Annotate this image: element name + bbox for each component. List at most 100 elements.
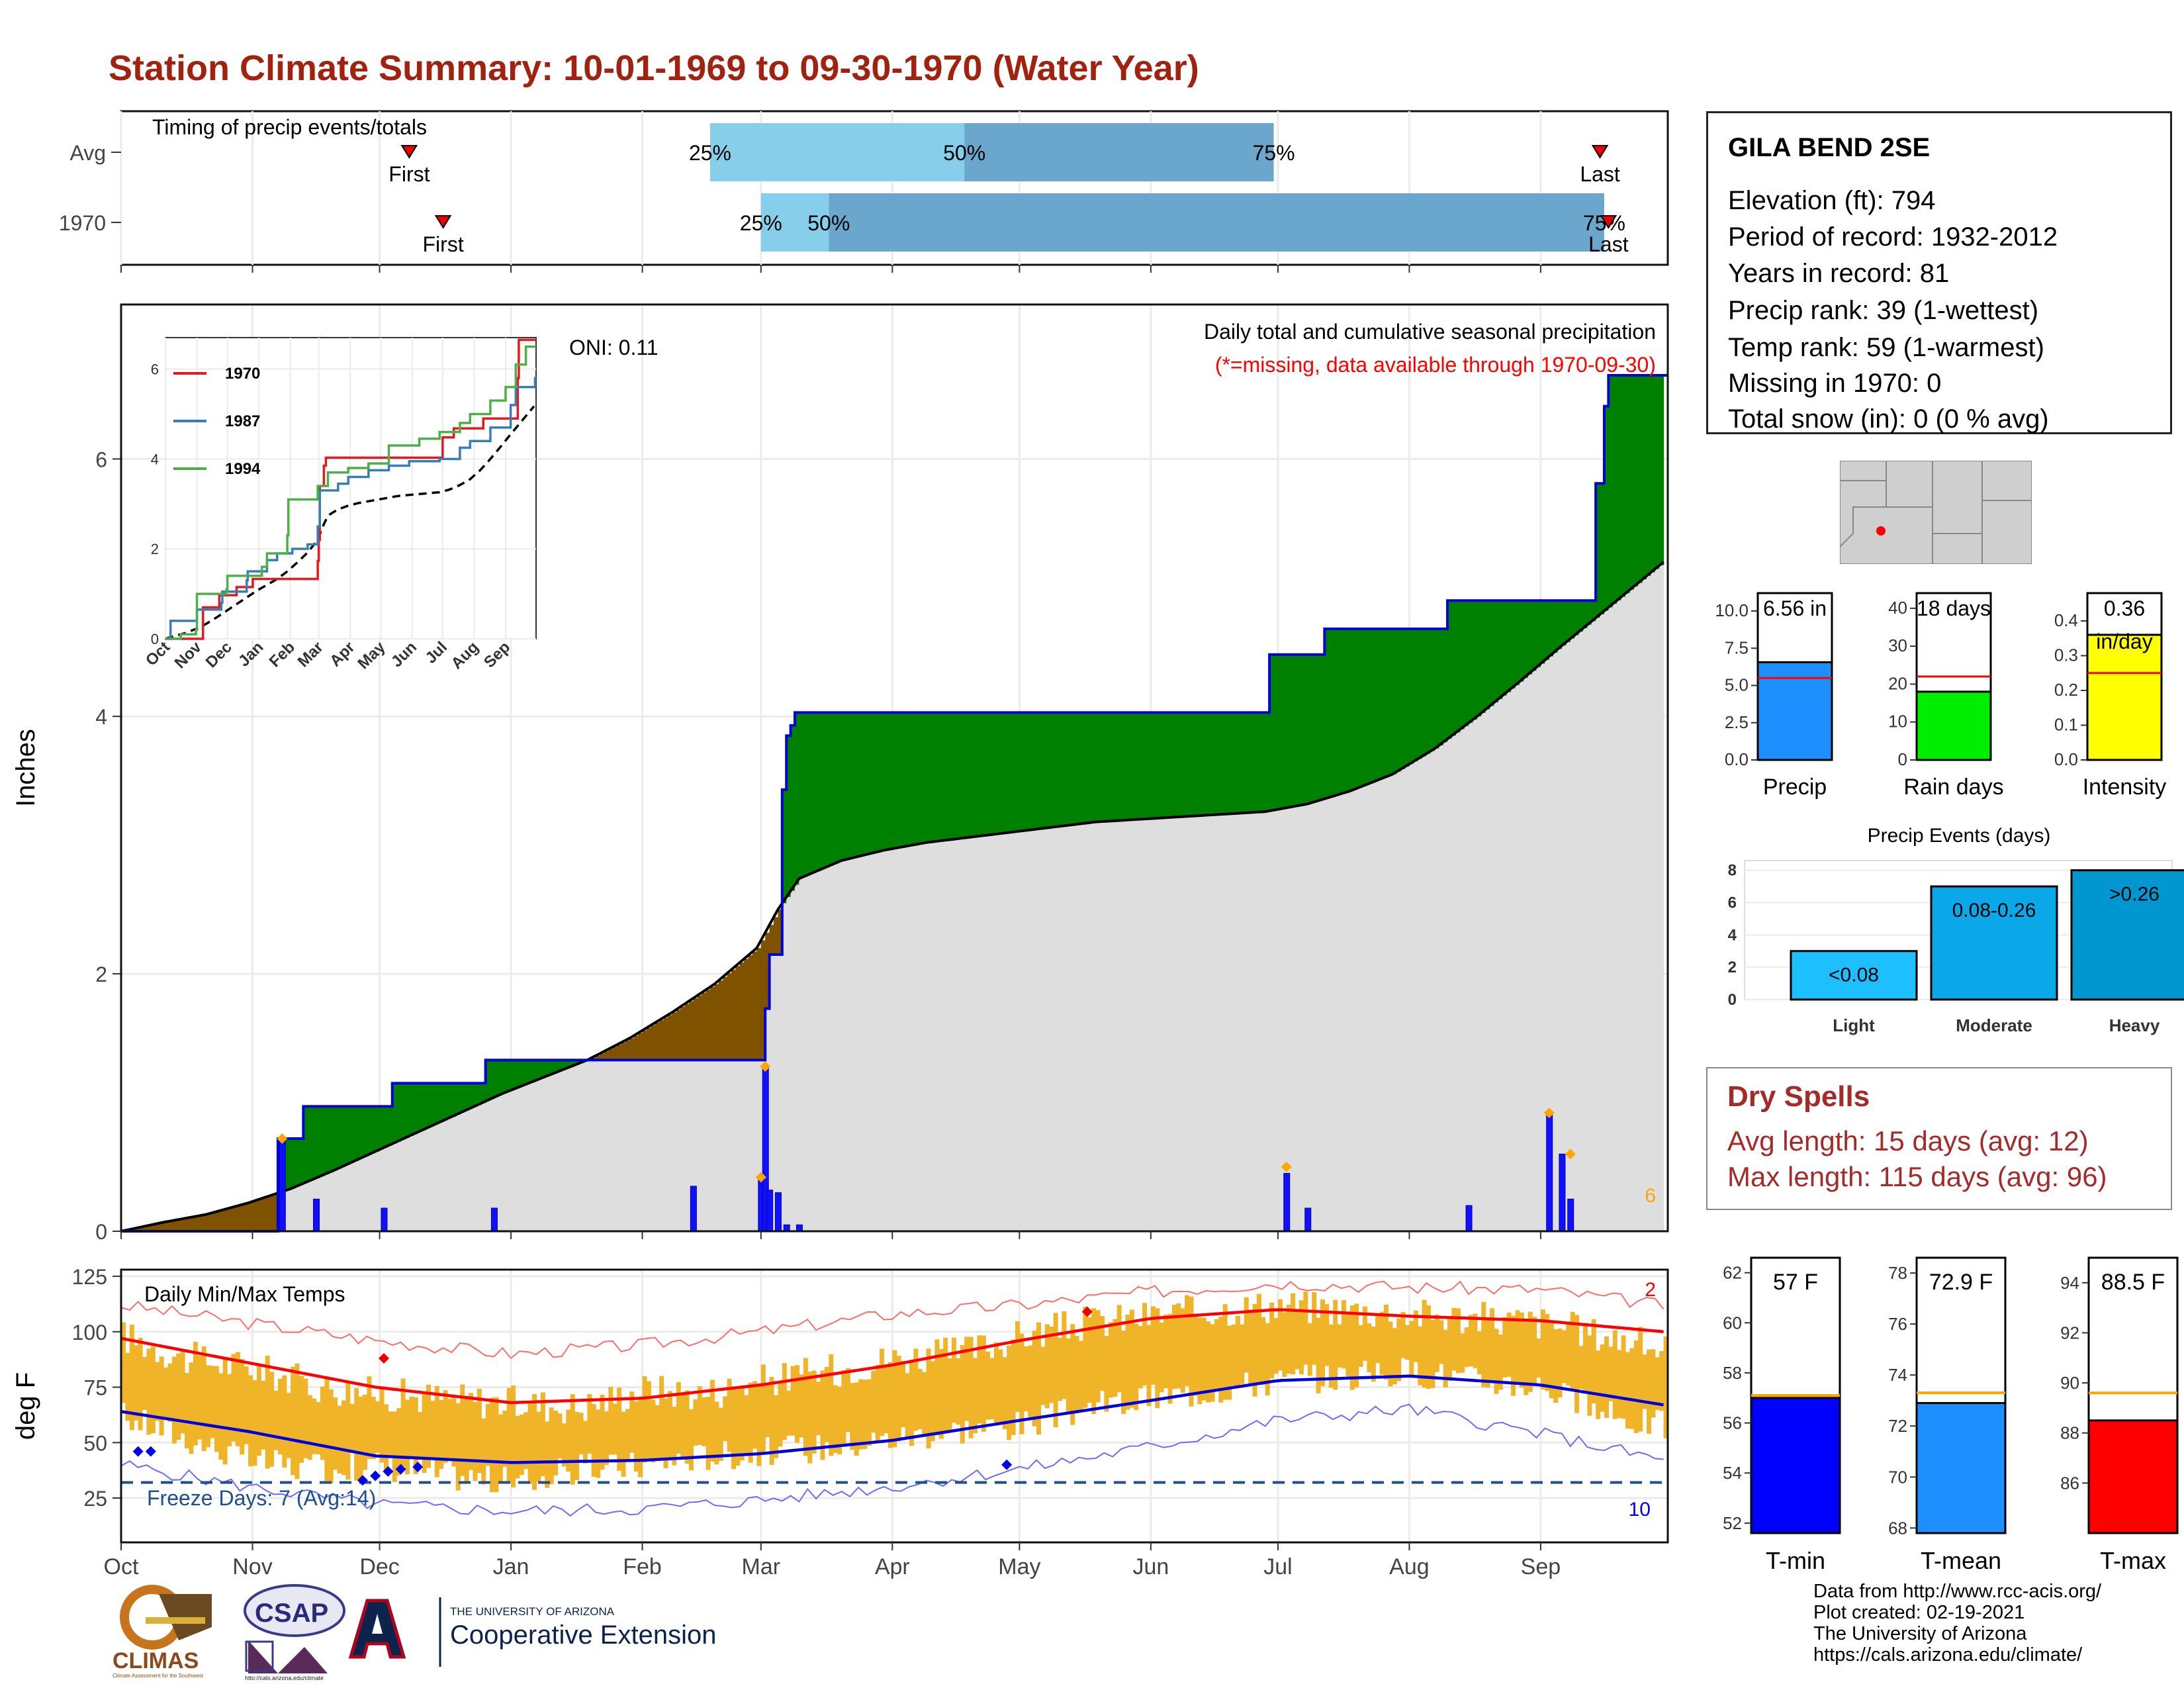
precip-departure-fill (1371, 629, 1376, 783)
precip-base-fill (404, 1138, 410, 1231)
precip-departure-fill (1062, 712, 1067, 826)
daily-temp-range-bar (185, 1373, 190, 1448)
precip-departure-fill (1295, 654, 1300, 806)
precip-base-fill (1490, 706, 1495, 1231)
precip-base-fill (1367, 784, 1372, 1231)
summary-bar-y-tick-label: 0.0 (1725, 749, 1749, 769)
precip-base-fill (1286, 808, 1291, 1231)
precip-base-fill (1511, 688, 1516, 1231)
precip-base-fill (922, 843, 927, 1231)
precip-departure-fill (252, 1201, 257, 1231)
precip-departure-fill (291, 1139, 296, 1189)
precip-departure-fill (1400, 629, 1406, 769)
footer-logos: CLIMAS Climate Assessment for the Southw… (113, 1584, 716, 1680)
daily-temp-range-bar (447, 1399, 453, 1462)
daily-temp-range-bar (240, 1359, 245, 1455)
precip-events-bar-light (1790, 950, 1918, 1001)
record-low-marker (132, 1446, 144, 1457)
timing-p25-label: 25% (740, 211, 782, 235)
inset-legend-label: 1970 (225, 365, 260, 383)
precip-departure-fill (142, 1227, 148, 1231)
precip-base-fill (375, 1151, 381, 1231)
precip-base-fill (1066, 825, 1071, 1231)
daily-temp-range-bar (1256, 1293, 1261, 1384)
precip-departure-fill (782, 790, 787, 904)
precip-base-fill (333, 1170, 338, 1231)
precip-departure-fill (938, 712, 944, 841)
precip-base-fill (498, 1095, 503, 1231)
precip-departure-fill (1222, 712, 1228, 814)
precip-base-fill (714, 1060, 719, 1231)
daily-temp-range-bar (354, 1388, 359, 1481)
precip-departure-fill (892, 712, 897, 849)
summary-bar-y-tick-label: 0 (1898, 749, 1907, 769)
precip-base-fill (1222, 814, 1228, 1231)
daily-temp-range-bar (1044, 1324, 1050, 1409)
precip-base-fill (1473, 720, 1478, 1231)
precip-base-fill (536, 1080, 541, 1231)
precip-departure-fill (1464, 600, 1469, 726)
precip-departure-fill (506, 1060, 512, 1092)
precip-base-fill (1159, 818, 1164, 1231)
daily-temp-range-bar (404, 1399, 410, 1475)
precip-departure-fill (498, 1060, 503, 1096)
daily-temp-range-bar (1596, 1350, 1601, 1419)
precip-base-fill (515, 1088, 520, 1231)
precip-departure-fill (383, 1106, 388, 1148)
precip-departure-fill (1125, 712, 1130, 820)
temp-y-tick-label: 100 (72, 1321, 107, 1344)
precip-base-fill (1108, 821, 1113, 1231)
precip-departure-fill (926, 712, 931, 843)
precip-base-fill (799, 878, 804, 1231)
daily-temp-range-bar (702, 1397, 707, 1446)
precip-departure-fill (1434, 629, 1439, 749)
precip-departure-fill (1113, 712, 1118, 821)
daily-temp-range-bar (646, 1381, 651, 1460)
precip-base-fill (494, 1097, 499, 1231)
precip-departure-fill (1502, 600, 1508, 696)
daily-temp-range-bar (905, 1373, 910, 1438)
precip-base-fill (1659, 565, 1664, 1231)
precip-departure-fill (210, 1213, 215, 1231)
precip-base-fill (1527, 674, 1533, 1231)
daily-temp-range-bar (684, 1390, 690, 1464)
timing-p25-label: 25% (689, 141, 731, 165)
precip-departure-fill (604, 1051, 609, 1060)
precip-departure-fill (638, 1033, 643, 1060)
daily-temp-range-bar (469, 1393, 474, 1470)
precip-departure-fill (1345, 629, 1351, 792)
daily-temp-range-bar (951, 1337, 956, 1423)
precip-base-fill (1358, 787, 1363, 1231)
precip-departure-fill (379, 1106, 385, 1150)
daily-temp-range-bar (638, 1398, 643, 1477)
precip-departure-fill (150, 1225, 156, 1231)
daily-temp-range-bar (256, 1364, 261, 1456)
precip-departure-fill (1261, 712, 1266, 812)
precip-departure-fill (1193, 712, 1198, 816)
temp-summary-bars: 52 54 56 58 60 62 57 F T-min 68 70 72 74 76 78 72.9 F T… (1723, 1256, 2179, 1574)
precip-base-fill (774, 954, 779, 1231)
climas-logo: CLIMAS Climate Assessment for the Southw… (113, 1585, 212, 1679)
precip-departure-fill (1621, 375, 1626, 597)
precip-departure-fill (1159, 712, 1164, 818)
precip-base-fill (718, 1060, 723, 1231)
summary-bar-y-tick-label: 10 (1888, 712, 1907, 731)
daily-temp-range-bar (892, 1350, 897, 1448)
precip-departure-fill (358, 1106, 363, 1160)
precip-departure-fill (1608, 375, 1614, 608)
precip-base-fill (1396, 771, 1402, 1231)
precip-departure-fill (303, 1106, 308, 1184)
month-tick-label: Nov (232, 1554, 272, 1579)
precip-base-fill (930, 842, 935, 1231)
daily-temp-range-bar (295, 1363, 300, 1479)
month-tick-label: May (998, 1554, 1040, 1579)
precip-base-fill (1298, 805, 1304, 1231)
precip-base-fill (1185, 816, 1190, 1231)
precip-base-fill (887, 849, 893, 1231)
precip-base-fill (820, 869, 825, 1231)
precip-departure-fill (1498, 600, 1503, 699)
precip-base-fill (1134, 820, 1139, 1231)
precip-base-fill (320, 1176, 325, 1231)
precip-departure-fill (218, 1211, 224, 1231)
daily-temp-range-bar (523, 1412, 529, 1470)
